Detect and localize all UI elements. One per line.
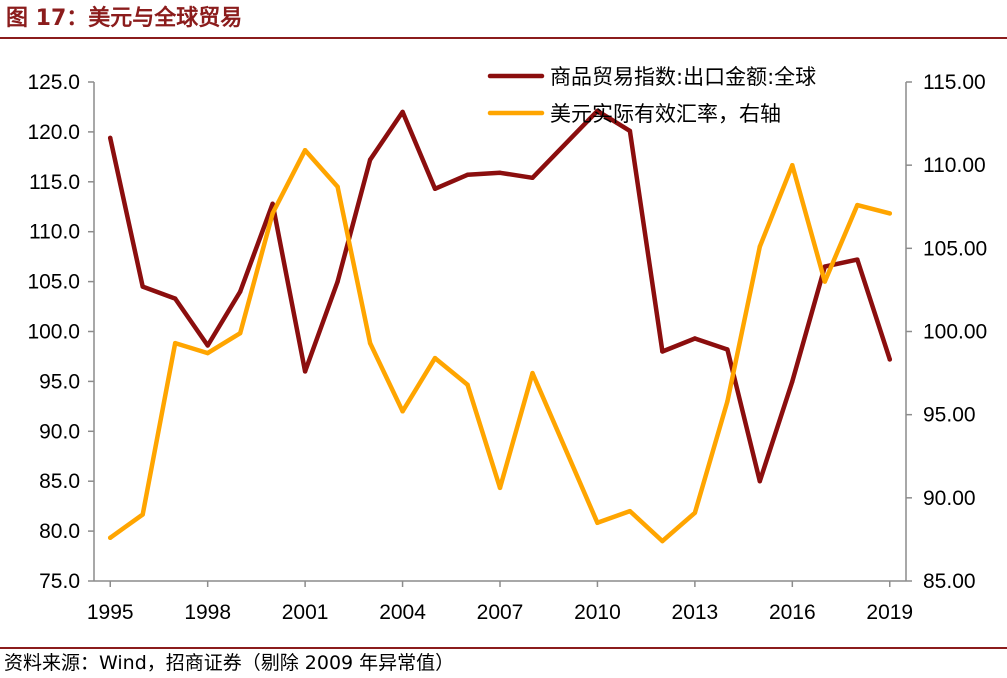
data-point-trade — [432, 186, 438, 191]
data-point-usd — [400, 409, 405, 414]
y-left-tick-label: 105.0 — [27, 271, 80, 294]
data-point-usd — [887, 211, 892, 216]
data-point-trade — [237, 289, 243, 294]
source-rule — [0, 647, 1007, 649]
data-point-usd — [335, 184, 340, 189]
data-point-trade — [725, 347, 730, 352]
y-right-tick-label: 100.00 — [923, 321, 987, 344]
data-point-usd — [530, 370, 535, 376]
data-point-usd — [757, 244, 763, 249]
y-right-tick-label: 105.00 — [923, 237, 987, 260]
data-point-trade — [855, 257, 860, 262]
legend-label-trade: 商品贸易指数:出口金额:全球 — [550, 65, 816, 89]
x-tick-label: 2001 — [282, 601, 329, 624]
data-point-trade — [465, 172, 470, 178]
data-point-trade — [595, 108, 600, 114]
y-left-tick-label: 95.0 — [39, 370, 80, 393]
source-note: 资料来源：Wind，招商证券（剔除 2009 年异常值） — [4, 652, 455, 674]
data-point-usd — [692, 510, 698, 516]
data-point-usd — [237, 330, 243, 336]
data-point-trade — [302, 369, 308, 374]
y-left-tick-label: 90.0 — [39, 420, 80, 443]
y-right-tick-label: 110.00 — [923, 154, 986, 177]
data-point-trade — [270, 201, 275, 206]
data-point-usd — [367, 340, 373, 346]
y-left-tick-label: 110.0 — [29, 221, 80, 244]
data-point-usd — [173, 340, 178, 346]
data-point-trade — [790, 379, 795, 384]
data-point-usd — [855, 202, 860, 208]
x-tick-label: 1998 — [184, 601, 231, 624]
x-tick-label: 2007 — [477, 601, 524, 624]
data-point-trade — [887, 357, 892, 362]
data-point-usd — [627, 508, 633, 514]
y-right-tick-label: 85.00 — [923, 570, 976, 593]
data-point-usd — [302, 147, 308, 153]
y-left-tick-label: 115.0 — [29, 171, 80, 194]
y-left-tick-label: 80.0 — [39, 520, 80, 543]
data-point-usd — [595, 520, 600, 525]
data-point-usd — [822, 279, 827, 284]
data-point-trade — [530, 175, 535, 181]
data-point-usd — [497, 485, 503, 491]
figure-title: 图 17：美元与全球贸易 — [6, 6, 243, 31]
data-point-trade — [173, 296, 178, 301]
data-point-trade — [400, 109, 405, 115]
data-point-trade — [660, 349, 665, 354]
y-right-tick-label: 95.00 — [923, 404, 976, 427]
x-tick-label: 2016 — [769, 601, 816, 624]
data-point-usd — [790, 162, 795, 168]
y-left-tick-label: 125.0 — [27, 71, 80, 94]
data-point-trade — [108, 135, 113, 141]
data-point-trade — [367, 157, 373, 163]
y-right-tick-label: 90.00 — [923, 487, 976, 510]
y-left-tick-label: 75.0 — [39, 570, 80, 593]
x-tick-label: 2004 — [379, 601, 426, 624]
series-line-trade-index — [107, 108, 893, 484]
x-tick-label: 2010 — [574, 601, 621, 624]
y-left-tick-label: 120.0 — [27, 121, 80, 144]
y-right-tick-label: 115.00 — [923, 71, 986, 94]
y-left-tick-label: 85.0 — [39, 470, 80, 493]
data-point-usd — [205, 350, 210, 356]
y-left-tick-label: 100.0 — [27, 321, 80, 344]
data-point-trade — [692, 336, 698, 341]
series-line-usd-reer — [107, 147, 893, 544]
x-tick-label: 1995 — [87, 601, 134, 624]
data-point-trade — [627, 128, 633, 134]
x-tick-label: 2019 — [866, 601, 913, 624]
data-point-trade — [822, 264, 827, 269]
data-point-trade — [335, 279, 340, 284]
data-point-usd — [108, 535, 113, 540]
title-rule — [0, 37, 1007, 39]
legend-label-usd: 美元实际有效汇率，右轴 — [550, 102, 781, 126]
data-point-trade — [497, 170, 503, 176]
x-tick-label: 2013 — [672, 601, 719, 624]
data-point-usd — [660, 538, 665, 544]
data-point-trade — [757, 479, 763, 484]
data-point-usd — [270, 211, 275, 216]
data-point-usd — [725, 399, 730, 404]
data-point-usd — [465, 382, 470, 387]
data-point-usd — [432, 355, 438, 361]
data-point-usd — [140, 512, 145, 517]
data-point-trade — [205, 343, 210, 348]
data-point-trade — [140, 284, 145, 289]
